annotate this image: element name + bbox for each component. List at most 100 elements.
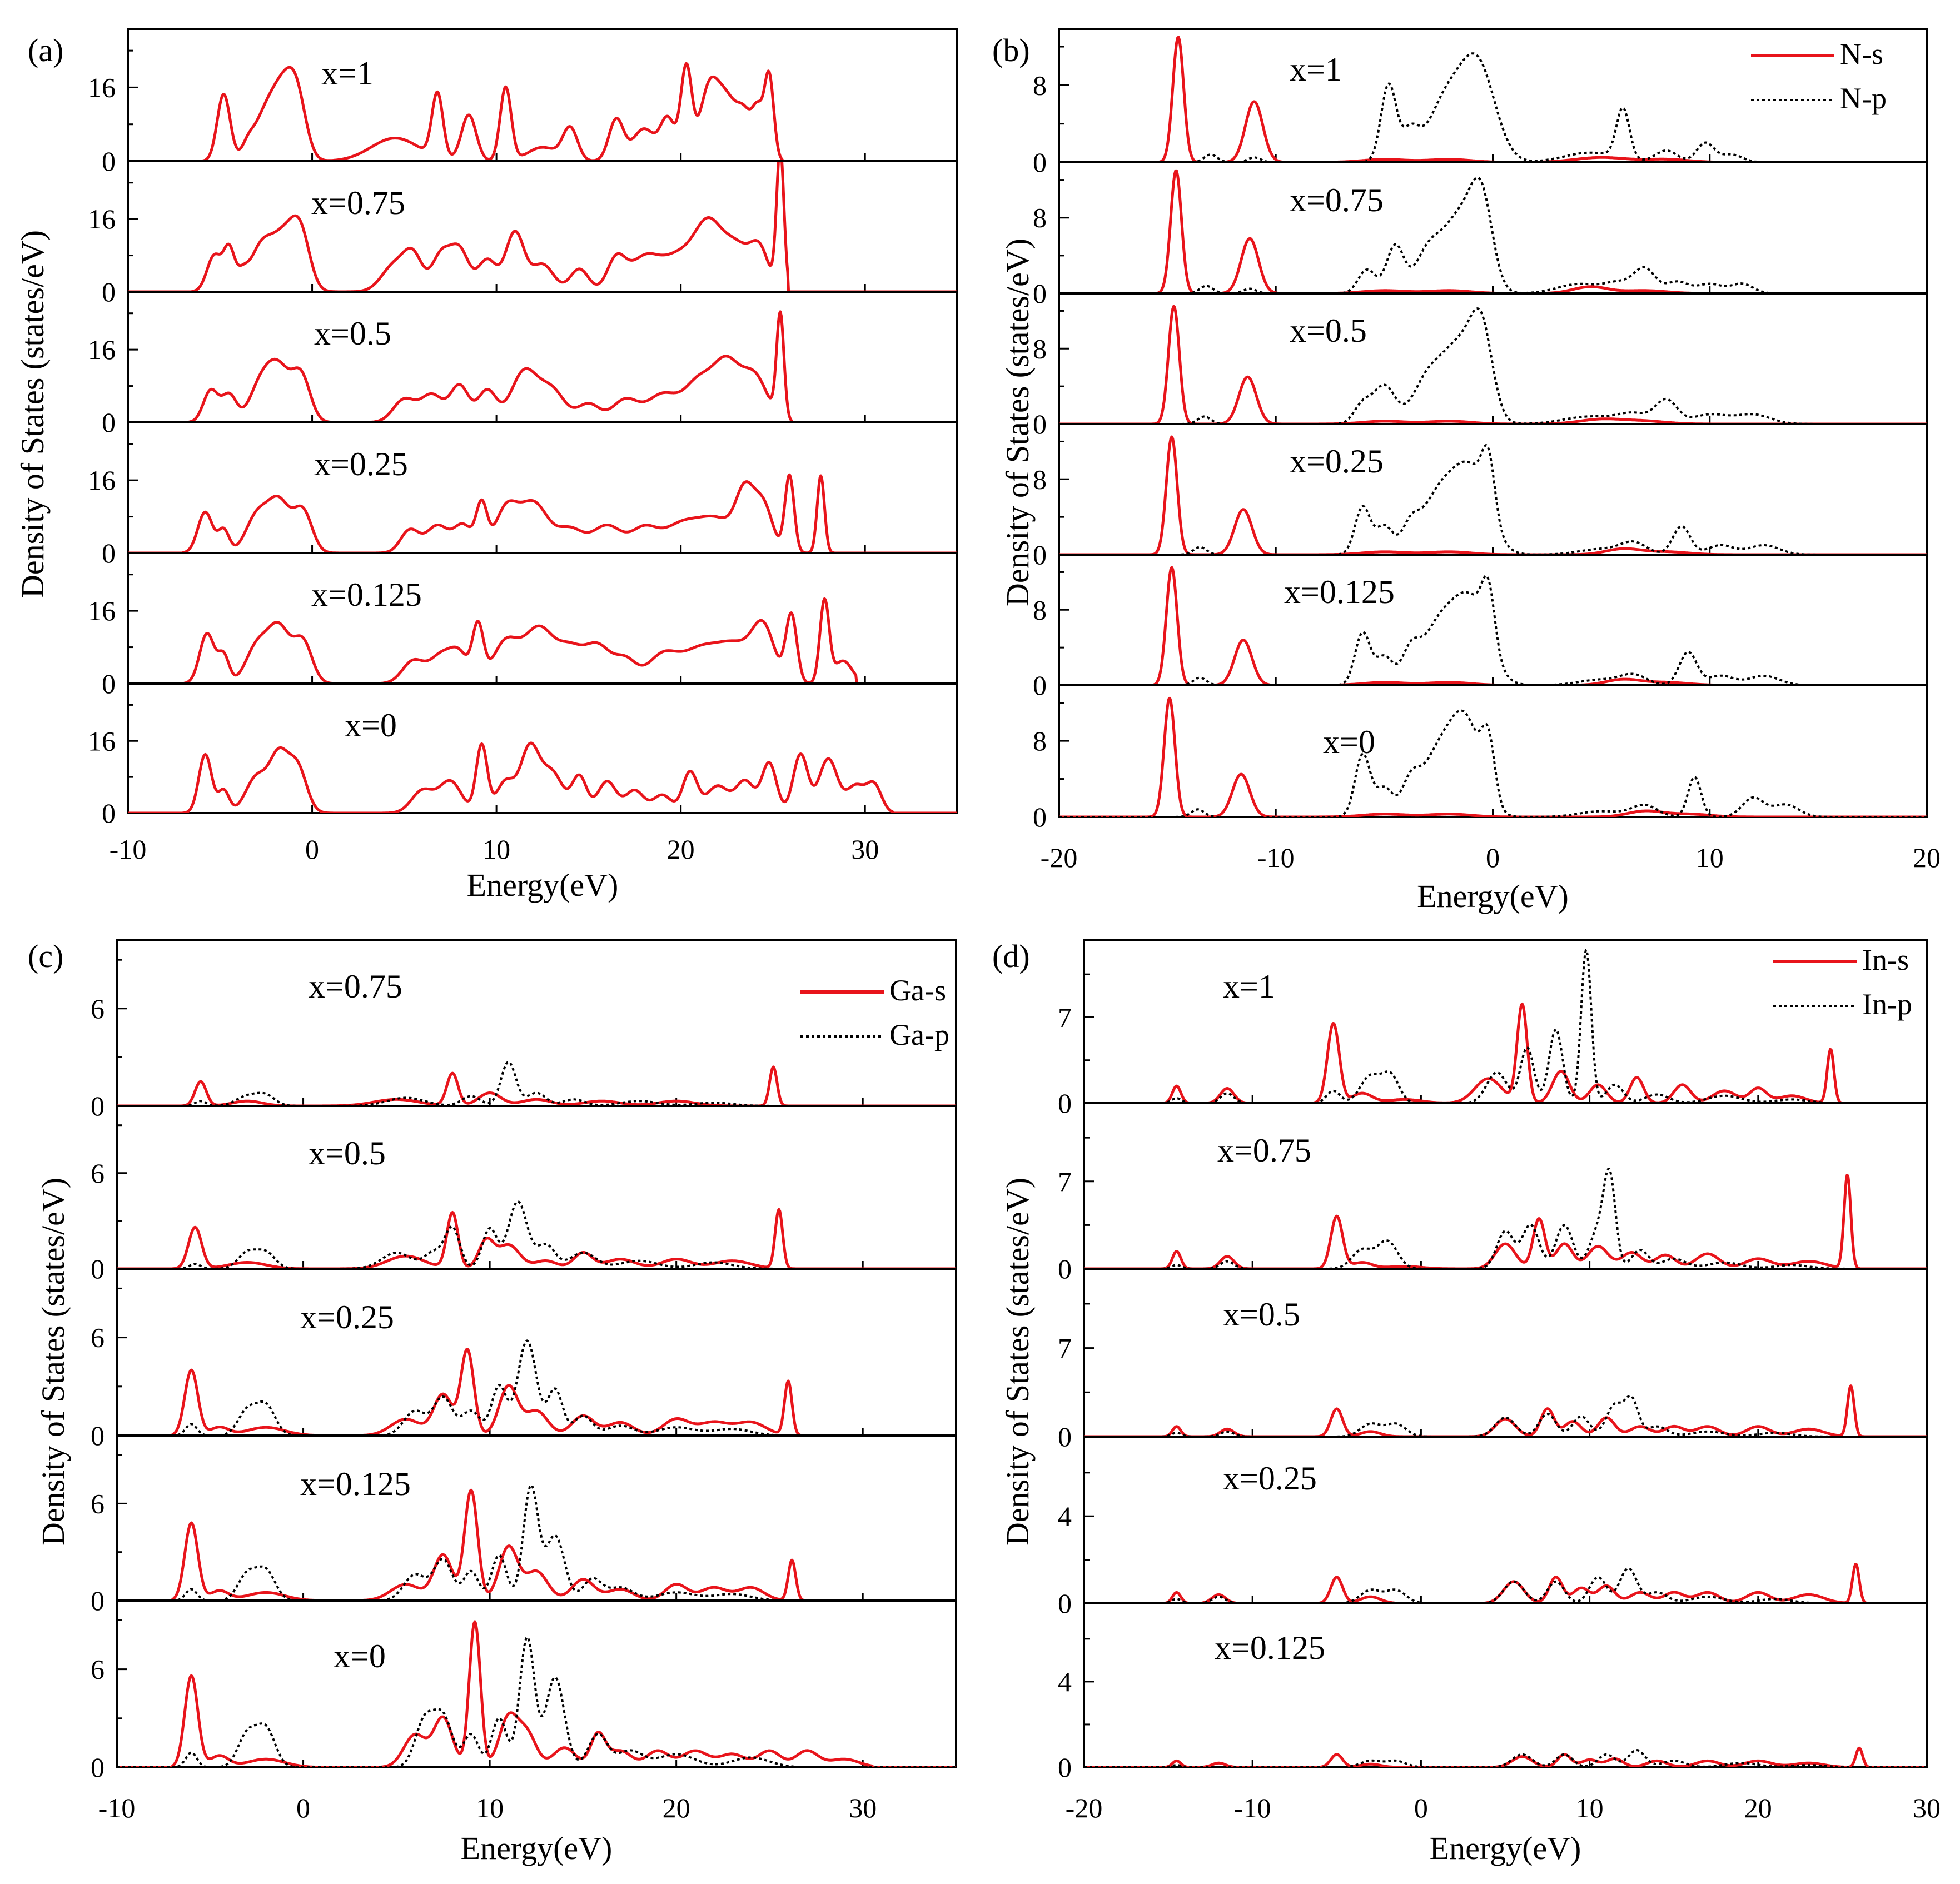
- series-line-Ga-s: [117, 1348, 956, 1436]
- subplot-label: x=0.125: [311, 576, 422, 613]
- x-axis-title: Energy(eV): [1430, 1830, 1581, 1866]
- y-tick-label: 8: [1033, 333, 1047, 364]
- x-tick-label: 10: [476, 1792, 504, 1823]
- subplot-x=0.25: 0 6 x=0.25: [91, 1268, 957, 1451]
- y-tick-label: 0: [1058, 1088, 1072, 1119]
- x-tick-label: 0: [1486, 842, 1500, 873]
- y-tick-label: 16: [88, 72, 116, 103]
- y-tick-label: 16: [88, 334, 116, 365]
- x-tick-label: -10: [1257, 842, 1295, 873]
- y-tick-label: 0: [91, 1090, 105, 1122]
- y-tick-label: 0: [91, 1420, 105, 1451]
- x-tick-label: 10: [482, 834, 510, 865]
- panel-c: (c) Density of States (states/eV) Energy(e…: [28, 938, 957, 1866]
- series-line-Ga-s: [117, 1065, 956, 1106]
- subplot-label: x=0.75: [1290, 182, 1384, 218]
- x-tick-label: 20: [1913, 842, 1941, 873]
- series-line-In-p: [1084, 1749, 1927, 1767]
- subplot-label: x=0: [345, 707, 397, 744]
- series-line-N-p: [1059, 444, 1927, 555]
- subplot-x=0.25: 0 8 x=0.25: [1033, 423, 1928, 570]
- legend: In-s In-p: [1773, 943, 1912, 1021]
- y-tick-label: 0: [102, 407, 116, 438]
- y-tick-label: 0: [102, 146, 116, 177]
- series-line-total: [128, 62, 957, 161]
- x-tick-label: 30: [849, 1792, 877, 1823]
- y-tick-label: 0: [91, 1585, 105, 1616]
- y-tick-label: 0: [1033, 278, 1047, 309]
- subplot-frame: [1083, 1436, 1928, 1604]
- series-line-total: [128, 162, 957, 292]
- subplot-x=1: 0 8 x=1: [1033, 28, 1928, 178]
- x-axis-title: Energy(eV): [467, 867, 619, 903]
- legend: Ga-s Ga-p: [800, 974, 949, 1051]
- subplot-label: x=0.125: [1284, 574, 1395, 610]
- subplot-frame: [1058, 161, 1928, 295]
- x-tick-label: 20: [663, 1792, 690, 1823]
- series-line-total: [128, 597, 957, 684]
- y-tick-label: 0: [102, 798, 116, 829]
- series-line-N-p: [1059, 575, 1927, 685]
- y-tick-label: 0: [1033, 147, 1047, 178]
- subplot-label: x=0.5: [314, 315, 391, 352]
- y-tick-label: 16: [88, 595, 116, 626]
- y-tick-label: 0: [1033, 408, 1047, 440]
- panel-label: (d): [992, 938, 1030, 974]
- series-line-In-s: [1084, 1174, 1927, 1269]
- legend-label: In-p: [1862, 988, 1912, 1021]
- x-tick-label: 0: [296, 1792, 310, 1823]
- subplot-x=0.5: 0 7 x=0.5: [1058, 1268, 1928, 1452]
- x-tick-label: 30: [1913, 1792, 1941, 1823]
- series-line-N-s: [1059, 696, 1927, 817]
- subplot-label: x=0.75: [1217, 1132, 1311, 1169]
- x-tick-label: 30: [851, 834, 879, 865]
- series-line-N-p: [1059, 709, 1927, 817]
- subplot-label: x=0.25: [314, 446, 408, 482]
- subplot-label: x=1: [1290, 51, 1342, 88]
- panel-label: (c): [28, 938, 63, 974]
- x-axis-title: Energy(eV): [1417, 878, 1569, 914]
- series-line-In-s: [1084, 1002, 1927, 1103]
- x-tick-label: -20: [1066, 1792, 1103, 1823]
- y-tick-label: 6: [91, 1158, 105, 1189]
- x-tick-label: -10: [1234, 1792, 1271, 1823]
- subplot-label: x=1: [321, 55, 374, 92]
- y-tick-label: 6: [91, 1488, 105, 1519]
- subplot-x=0: 0 8 x=0: [1033, 684, 1928, 833]
- y-tick-label: 7: [1058, 1333, 1072, 1364]
- y-tick-label: 0: [102, 537, 116, 569]
- subplot-x=0.25: 0 16 x=0.25: [88, 421, 958, 569]
- subplot-x=0.75: 0 6 x=0.75: [91, 939, 957, 1122]
- y-tick-label: 16: [88, 725, 116, 756]
- legend: N-s N-p: [1751, 37, 1887, 115]
- panel-label: (b): [992, 32, 1030, 68]
- subplot-label: x=0.5: [1290, 312, 1367, 349]
- series-line-Ga-p: [117, 1484, 956, 1601]
- subplot-x=0: 0 16 x=0: [88, 682, 958, 829]
- subplot-label: x=0: [334, 1638, 386, 1674]
- y-axis-title: Density of States (states/eV): [35, 1178, 71, 1546]
- subplot-label: x=0.25: [1223, 1460, 1317, 1497]
- y-tick-label: 6: [91, 1322, 105, 1353]
- subplot-label: x=0.5: [309, 1135, 386, 1172]
- subplot-label: x=0.125: [1215, 1629, 1325, 1666]
- series-line-Ga-s: [117, 1488, 956, 1601]
- subplot-x=0.125: 0 4 x=0.125: [1058, 1602, 1928, 1783]
- subplot-label: x=0: [1323, 724, 1375, 760]
- legend-label: Ga-p: [889, 1018, 949, 1051]
- y-tick-label: 0: [1058, 1752, 1072, 1783]
- subplot-frame: [116, 1599, 957, 1768]
- subplot-frame: [1083, 1602, 1928, 1768]
- series-line-Ga-s: [117, 1208, 956, 1269]
- subplot-frame: [127, 160, 958, 293]
- subplot-frame: [1058, 423, 1928, 556]
- subplot-label: x=0.75: [311, 185, 405, 221]
- y-tick-label: 0: [1033, 801, 1047, 833]
- subplot-x=0.5: 0 8 x=0.5: [1033, 292, 1928, 440]
- subplot-x=0.75: 0 8 x=0.75: [1033, 161, 1928, 309]
- y-tick-label: 0: [91, 1752, 105, 1783]
- subplot-label: x=0.125: [300, 1466, 411, 1502]
- y-tick-label: 0: [1033, 539, 1047, 570]
- subplot-frame: [127, 291, 958, 423]
